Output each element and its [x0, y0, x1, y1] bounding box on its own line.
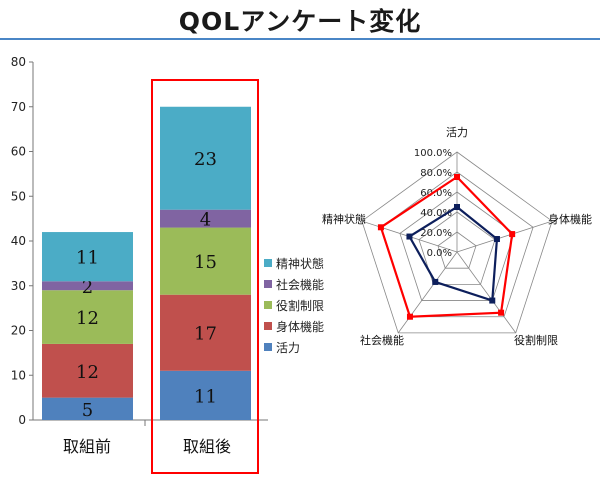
radar-grid-ring [418, 211, 496, 285]
y-tick-label: 50 [11, 189, 26, 203]
radar-tick-label: 20.0% [420, 228, 452, 239]
bar-segment [42, 397, 133, 420]
radar-point [454, 204, 460, 210]
bar-segment [42, 232, 133, 282]
y-tick-label: 60 [11, 145, 26, 159]
data-label: 12 [76, 308, 99, 329]
radar-point [493, 236, 500, 243]
y-tick-label: 0 [18, 413, 26, 427]
data-label: 5 [82, 400, 93, 421]
bar-segment [42, 290, 133, 344]
radar-point [377, 224, 384, 231]
radar-point [454, 174, 460, 180]
legend-label: 社会機能 [276, 277, 324, 292]
radar-axis-label: 役割制限 [514, 333, 558, 347]
legend-swatch [264, 259, 272, 267]
radar-point [406, 233, 413, 240]
legend-swatch [264, 322, 272, 330]
highlight-frame [151, 79, 259, 474]
legend-label: 役割制限 [276, 298, 324, 313]
data-label: 17 [194, 324, 217, 345]
bar-segment [160, 370, 251, 420]
radar-axis-label: 身体機能 [548, 212, 592, 226]
bar-segment [160, 294, 251, 371]
data-label: 15 [194, 252, 217, 273]
title-underline [0, 38, 600, 40]
radar-point [489, 297, 496, 304]
data-label: 2 [82, 277, 93, 298]
page-title: QOLアンケート変化 [178, 7, 422, 36]
radar-point [509, 231, 516, 238]
bar-segment [160, 227, 251, 295]
legend-label: 身体機能 [276, 319, 324, 334]
radar-grid-ring [437, 231, 477, 269]
radar-spoke [456, 251, 517, 334]
bar-segment [42, 281, 133, 291]
radar-axis-label: 社会機能 [360, 333, 404, 347]
y-tick-label: 80 [11, 55, 26, 69]
radar-tick-label: 100.0% [414, 148, 452, 159]
radar-series-line [407, 205, 499, 303]
legend-swatch [264, 301, 272, 309]
radar-axis-label: 精神状態 [322, 212, 366, 226]
radar-grid-ring [361, 151, 553, 334]
radar-tick-label: 0.0% [427, 248, 452, 259]
legend-swatch [264, 280, 272, 288]
y-tick-label: 20 [11, 324, 26, 338]
bar-segment [42, 343, 133, 398]
data-label: 11 [76, 248, 99, 269]
data-label: 12 [76, 362, 99, 383]
radar-tick-label: 80.0% [420, 168, 452, 179]
radar-point [498, 309, 505, 316]
x-category-label: 取組前 [63, 437, 111, 456]
radar-spoke [397, 251, 458, 334]
radar-point [406, 313, 413, 320]
legend-label: 精神状態 [276, 256, 324, 271]
radar-tick-label: 40.0% [420, 208, 452, 219]
x-category-label: 取組後 [183, 437, 231, 456]
bar-segment [160, 106, 251, 210]
data-label: 4 [200, 210, 211, 231]
radar-spoke [456, 220, 553, 253]
y-tick-label: 30 [11, 279, 26, 293]
data-label: 23 [194, 149, 217, 170]
radar-axis-label: 活力 [446, 126, 468, 139]
y-tick-label: 40 [11, 234, 26, 248]
legend-swatch [264, 343, 272, 351]
radar-tick-label: 60.0% [420, 188, 452, 199]
radar-point [432, 278, 439, 285]
data-label: 11 [194, 386, 217, 407]
legend-label: 活力 [276, 341, 300, 355]
bar-segment [160, 209, 251, 228]
y-tick-label: 10 [11, 368, 26, 382]
radar-series-line [379, 175, 514, 318]
y-tick-label: 70 [11, 100, 26, 114]
